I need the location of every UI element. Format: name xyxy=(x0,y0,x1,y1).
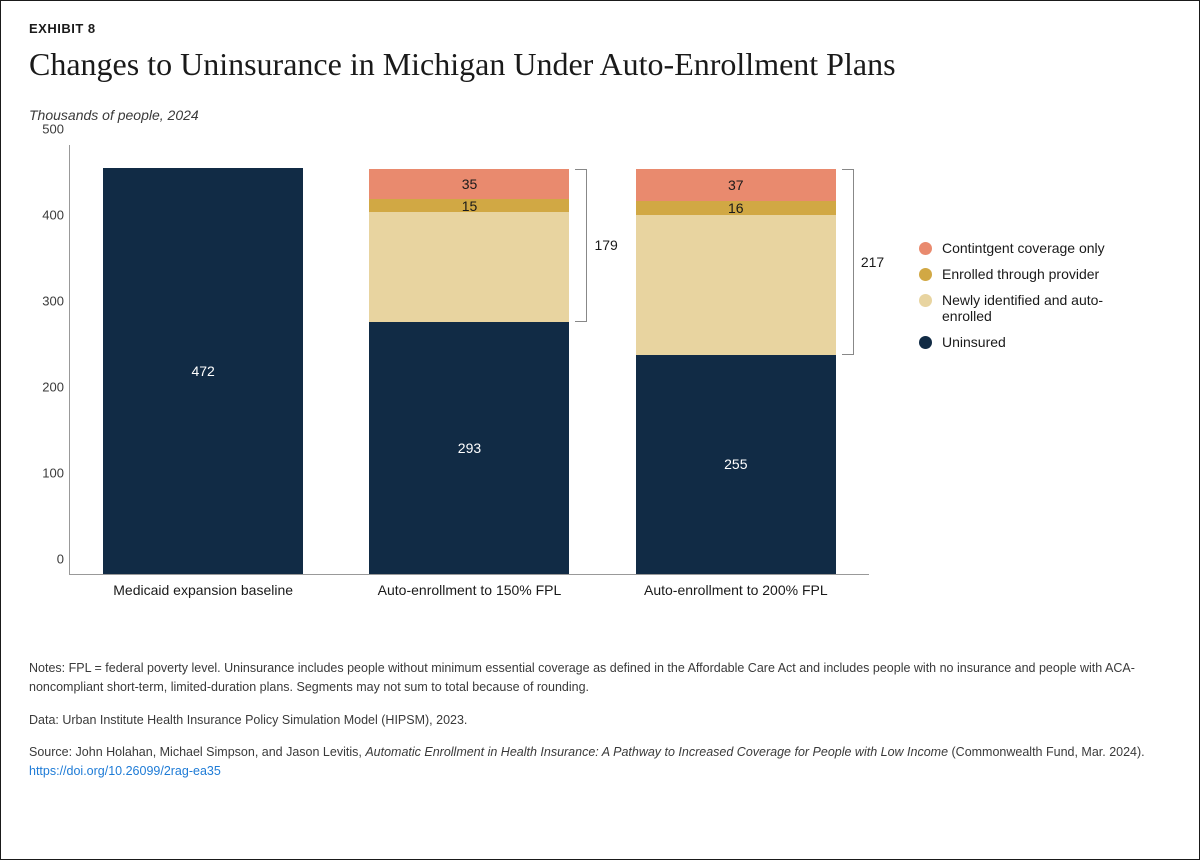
footer-notes: Notes: FPL = federal poverty level. Unin… xyxy=(29,659,1171,697)
bracket-total: 179 xyxy=(594,237,617,253)
bar-column: 3716163255217Auto-enrollment to 200% FPL xyxy=(636,169,836,574)
footer: Notes: FPL = federal poverty level. Unin… xyxy=(29,659,1171,781)
bar-segment: 16 xyxy=(636,201,836,215)
stacked-bar-chart: 472Medicaid expansion baseline3515128293… xyxy=(29,135,889,615)
x-category-label: Medicaid expansion baseline xyxy=(113,582,293,598)
bar-segment: 37 xyxy=(636,169,836,201)
bracket-total: 217 xyxy=(861,254,884,270)
segment-value: 35 xyxy=(462,176,478,192)
bar-segment: 15 xyxy=(369,199,569,212)
chart-title: Changes to Uninsurance in Michigan Under… xyxy=(29,46,1171,83)
bar-column: 472Medicaid expansion baseline xyxy=(103,168,303,574)
legend-label: Uninsured xyxy=(942,334,1006,350)
segment-value: 16 xyxy=(728,200,744,216)
bar-segment: 35 xyxy=(369,169,569,199)
bar-segment: 163 xyxy=(636,215,836,355)
legend: Contintgent coverage only Enrolled throug… xyxy=(919,240,1149,360)
legend-swatch xyxy=(919,268,932,281)
x-category-label: Auto-enrollment to 200% FPL xyxy=(644,582,828,598)
legend-label: Enrolled through provider xyxy=(942,266,1099,282)
chart-subtitle: Thousands of people, 2024 xyxy=(29,107,1171,123)
legend-item: Newly identified and auto-enrolled xyxy=(919,292,1149,324)
bar-segment: 128 xyxy=(369,212,569,322)
bracket: 217 xyxy=(842,169,854,355)
y-tick: 100 xyxy=(30,466,64,481)
source-prefix: Source: John Holahan, Michael Simpson, a… xyxy=(29,745,365,759)
y-tick: 500 xyxy=(30,122,64,137)
legend-item: Uninsured xyxy=(919,334,1149,350)
footer-data: Data: Urban Institute Health Insurance P… xyxy=(29,711,1171,730)
source-suffix: (Commonwealth Fund, Mar. 2024). xyxy=(948,745,1145,759)
bracket: 179 xyxy=(575,169,587,322)
legend-item: Enrolled through provider xyxy=(919,266,1149,282)
segment-value: 37 xyxy=(728,177,744,193)
footer-source: Source: John Holahan, Michael Simpson, a… xyxy=(29,743,1171,781)
x-category-label: Auto-enrollment to 150% FPL xyxy=(378,582,562,598)
legend-label: Newly identified and auto-enrolled xyxy=(942,292,1149,324)
y-tick: 400 xyxy=(30,208,64,223)
legend-swatch xyxy=(919,294,932,307)
bar-segment: 293 xyxy=(369,322,569,574)
legend-swatch xyxy=(919,242,932,255)
bar-segment: 472 xyxy=(103,168,303,574)
source-title: Automatic Enrollment in Health Insurance… xyxy=(365,745,948,759)
legend-swatch xyxy=(919,336,932,349)
bar-column: 3515128293179Auto-enrollment to 150% FPL xyxy=(369,169,569,574)
segment-value: 255 xyxy=(724,456,747,472)
legend-label: Contintgent coverage only xyxy=(942,240,1105,256)
segment-value: 293 xyxy=(458,440,481,456)
segment-value: 472 xyxy=(191,363,214,379)
bar-segment: 255 xyxy=(636,355,836,574)
y-tick: 300 xyxy=(30,294,64,309)
y-tick: 200 xyxy=(30,380,64,395)
legend-item: Contintgent coverage only xyxy=(919,240,1149,256)
bars-container: 472Medicaid expansion baseline 35 15128 293… xyxy=(70,145,869,574)
plot-area: 472Medicaid expansion baseline 35 15128 293… xyxy=(69,145,869,575)
source-link[interactable]: https://doi.org/10.26099/2rag-ea35 xyxy=(29,764,221,778)
exhibit-label: EXHIBIT 8 xyxy=(29,21,1171,36)
y-tick: 0 xyxy=(30,552,64,567)
